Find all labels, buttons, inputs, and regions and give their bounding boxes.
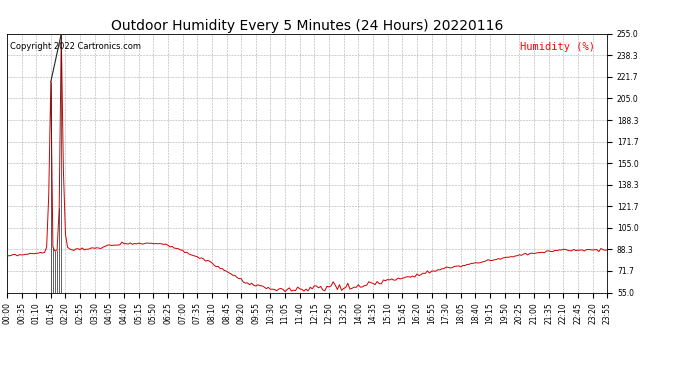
Text: Copyright 2022 Cartronics.com: Copyright 2022 Cartronics.com: [10, 42, 141, 51]
Title: Outdoor Humidity Every 5 Minutes (24 Hours) 20220116: Outdoor Humidity Every 5 Minutes (24 Hou…: [111, 19, 503, 33]
Text: Humidity (%): Humidity (%): [520, 42, 595, 51]
